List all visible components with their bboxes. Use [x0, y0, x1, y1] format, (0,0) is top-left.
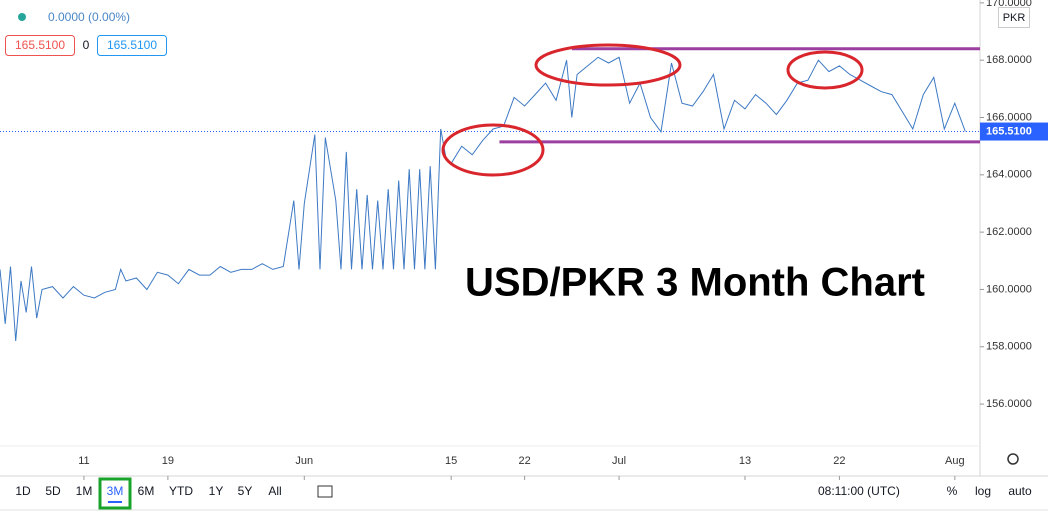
- range-button[interactable]: All: [268, 484, 281, 498]
- plot-area: 156.0000 158.0000 160.0000 162.0000 164.0000…: [0, 0, 1048, 480]
- x-tick-label: 11: [78, 455, 89, 467]
- y-tick-label: 158.0000: [986, 341, 1032, 353]
- scale-option[interactable]: auto: [1008, 484, 1032, 498]
- buy-price[interactable]: 165.5100: [107, 38, 157, 52]
- y-tick-label: 166.0000: [986, 111, 1032, 123]
- range-button[interactable]: YTD: [169, 484, 193, 498]
- highlight-ellipse: [441, 123, 545, 177]
- settings-icon[interactable]: [1007, 453, 1019, 465]
- scale-option[interactable]: %: [947, 484, 958, 498]
- last-price-label: 165.5100: [986, 125, 1032, 137]
- y-tick-label: 170.0000: [986, 0, 1032, 9]
- sell-price[interactable]: 165.5100: [15, 38, 65, 52]
- x-tick-label: Jun: [295, 455, 313, 467]
- currency-box: [998, 7, 1030, 28]
- y-tick-label: 160.0000: [986, 283, 1032, 295]
- x-tick-label: 19: [162, 455, 174, 467]
- sell-box[interactable]: [5, 35, 75, 56]
- time-label: 08:11:00 (UTC): [818, 484, 900, 498]
- range-button[interactable]: 1Y: [209, 484, 224, 498]
- range-button[interactable]: 3M: [107, 484, 124, 498]
- legend-dot: [18, 13, 26, 21]
- range-button[interactable]: 5Y: [238, 484, 253, 498]
- y-tick-label: 164.0000: [986, 169, 1032, 181]
- x-tick-label: Jul: [612, 455, 626, 467]
- range-button[interactable]: 6M: [138, 484, 155, 498]
- scale-option[interactable]: log: [975, 484, 991, 498]
- highlight-ellipse: [786, 50, 864, 90]
- legend-text: 0.0000 (0.00%): [48, 10, 130, 24]
- x-tick-label: 22: [519, 455, 531, 467]
- price-line: [0, 56, 966, 342]
- toolbar: 1D 5D 1M 3M 6M YTD 1Y 5Y All 08:11:00 (UTC)% log au…: [15, 477, 1032, 510]
- x-tick-label: 15: [445, 455, 457, 467]
- chart-title: USD/PKR 3 Month Chart: [465, 261, 925, 305]
- x-tick-label: Aug: [945, 455, 965, 467]
- x-tick-label: 13: [739, 455, 751, 467]
- date-range-icon[interactable]: [317, 485, 333, 498]
- highlight-ellipse: [534, 43, 682, 87]
- range-button[interactable]: 1D: [15, 484, 31, 498]
- active-range-box: [98, 477, 132, 510]
- y-tick-label: 156.0000: [986, 398, 1032, 410]
- y-tick-label: 162.0000: [986, 226, 1032, 238]
- last-price-tag: [980, 122, 1048, 141]
- spread: 0: [83, 38, 90, 52]
- range-button[interactable]: 1M: [76, 484, 93, 498]
- x-tick-label: 22: [833, 455, 845, 467]
- buy-box[interactable]: [97, 35, 167, 56]
- y-tick-label: 168.0000: [986, 54, 1032, 66]
- range-button[interactable]: 5D: [45, 484, 61, 498]
- currency: PKR: [1003, 12, 1026, 24]
